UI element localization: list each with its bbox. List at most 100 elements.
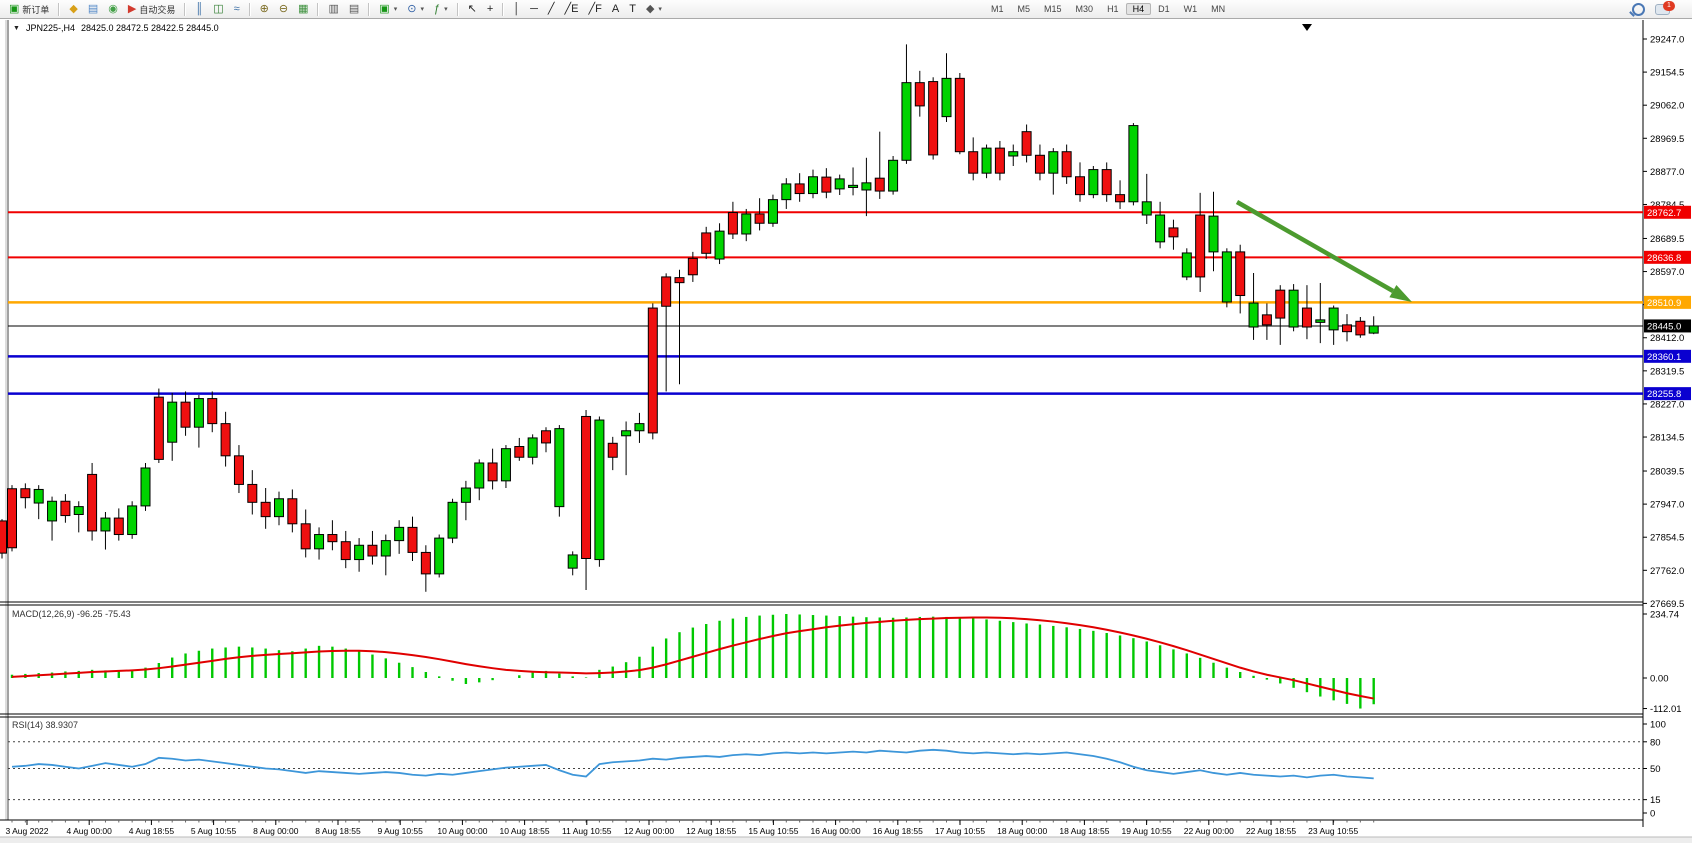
candle-body (420, 551, 431, 575)
trend-arrow-line[interactable] (1235, 200, 1395, 293)
candle-body (354, 544, 365, 561)
candle-body (1141, 201, 1152, 216)
candle-body (127, 505, 138, 536)
candle-body (474, 462, 485, 489)
timeframe-button-h4[interactable]: H4 (1125, 3, 1152, 15)
indicators-button[interactable]: ƒ ▾ (429, 1, 453, 17)
window-bottom-strip (0, 837, 1692, 843)
signals-button[interactable]: ◉ (103, 1, 123, 17)
time-scale-label: 4 Aug 00:00 (67, 826, 113, 836)
candle-body (1301, 307, 1312, 328)
new-order-label: 新订单 (22, 4, 50, 15)
candle-body (367, 544, 378, 557)
arrange-cascade-button[interactable]: ▤ (344, 1, 364, 17)
trendline-button[interactable]: ╱ (543, 1, 560, 17)
candle-body (1048, 151, 1059, 174)
fibonacci-button[interactable]: ╱F (584, 1, 607, 17)
axis-price-label-box (1644, 349, 1691, 363)
time-scale-label: 22 Aug 00:00 (1184, 826, 1234, 836)
candle-body (287, 498, 298, 525)
time-scale-label: 4 Aug 18:55 (129, 826, 175, 836)
candle-body (87, 473, 98, 532)
candle-body (394, 526, 405, 542)
profile-icon: ▤ (87, 3, 99, 15)
hline-button[interactable]: ─ (525, 1, 543, 17)
timeframe-button-m30[interactable]: M30 (1075, 4, 1094, 14)
new-chart-button[interactable]: ▣ ▾ (374, 1, 402, 17)
candle-body (647, 307, 658, 434)
timeframe-button-m1[interactable]: M1 (991, 4, 1004, 14)
candle-body (781, 183, 792, 201)
price-tick-label: 29154.5 (1650, 68, 1684, 79)
chat-icon[interactable]: 1 (1655, 0, 1675, 15)
new-order-button[interactable]: ▣ 新订单 (4, 1, 54, 17)
candle-body (994, 147, 1005, 174)
styler-button[interactable]: ◆ (64, 1, 82, 17)
candlestick-icon: ◫ (213, 3, 224, 15)
cursor-button[interactable]: ↖ (463, 1, 482, 17)
candle-body (153, 396, 164, 460)
timeframe-button-d1[interactable]: D1 (1158, 4, 1170, 14)
candle-body (73, 506, 84, 515)
channel-button[interactable]: ╱E (560, 1, 584, 17)
period-clock-button[interactable]: ⊙ ▾ (402, 1, 429, 17)
label-button[interactable]: T (624, 1, 641, 17)
candle-body (621, 430, 632, 437)
time-scale-label: 23 Aug 10:55 (1308, 826, 1358, 836)
hline-icon: ─ (530, 3, 538, 15)
candle-body (674, 277, 685, 284)
timeframe-button-m15[interactable]: M15 (1044, 4, 1062, 14)
bar-chart-button[interactable]: ║ (190, 1, 208, 17)
axis-price-label: 28255.8 (1647, 389, 1681, 400)
timeframe-button-mn[interactable]: MN (1211, 4, 1226, 14)
candle-body (1275, 289, 1286, 319)
shapes-button[interactable]: ◆ ▾ (641, 1, 667, 17)
price-tick-label: 28597.0 (1650, 267, 1684, 278)
line-chart-button[interactable]: ≈ (229, 1, 245, 17)
signals-icon: ◉ (108, 3, 118, 15)
candle-body (968, 151, 979, 174)
price-tick-label: 28877.0 (1650, 167, 1684, 178)
candle-body (447, 501, 458, 539)
candle-body (581, 415, 592, 559)
timeframe-button-m5[interactable]: M5 (1017, 4, 1031, 14)
crosshair-button[interactable]: + (482, 1, 498, 17)
price-tick-label: 28969.5 (1650, 134, 1684, 145)
scroll-marker-icon[interactable] (1302, 24, 1312, 31)
zoom-out-button[interactable]: ⊖ (274, 1, 293, 17)
vline-button[interactable]: │ (508, 1, 525, 17)
candle-body (314, 534, 325, 550)
price-tick-label: 28689.5 (1650, 234, 1684, 245)
candle-body (193, 398, 204, 428)
toolbar-separator (502, 2, 505, 16)
candle-body (874, 177, 885, 192)
axis-price-label-box (1644, 205, 1691, 219)
candle-body (167, 401, 178, 443)
time-scale-label: 8 Aug 00:00 (253, 826, 299, 836)
candle-body (180, 401, 191, 428)
candle-body (567, 554, 578, 569)
arrange-vertical-button[interactable]: ▥ (323, 1, 343, 17)
candle-body (541, 430, 551, 444)
candle-body (741, 213, 752, 235)
candle-body (7, 488, 17, 549)
profile-button[interactable]: ▤ (83, 1, 103, 17)
text-button[interactable]: A (607, 1, 624, 17)
time-scale-label: 16 Aug 00:00 (811, 826, 861, 836)
timeframe-button-w1[interactable]: W1 (1183, 4, 1198, 14)
tile-windows-button[interactable]: ▦ (293, 1, 313, 17)
new-order-icon: ▣ (9, 3, 20, 15)
rsi-tick-label: 80 (1650, 737, 1661, 748)
rsi-tick-label: 50 (1650, 764, 1661, 775)
autotrade-button[interactable]: ▶ 自动交易 (123, 1, 180, 17)
dropdown-caret-icon: ▾ (444, 6, 448, 13)
candlestick-button[interactable]: ◫ (208, 1, 228, 17)
chart-title-collapse-icon[interactable]: ▼ (13, 24, 20, 32)
axis-price-label: 28636.8 (1647, 253, 1681, 264)
chart-canvas[interactable]: 29247.0 29154.5 29062.0 28969.5 28877.0 28784… (0, 18, 1692, 843)
timeframe-button-h1[interactable]: H1 (1107, 4, 1119, 14)
search-icon[interactable] (1632, 2, 1645, 16)
candle-body (1248, 302, 1259, 328)
time-scale-label: 16 Aug 18:55 (873, 826, 923, 836)
zoom-in-button[interactable]: ⊕ (255, 1, 274, 17)
